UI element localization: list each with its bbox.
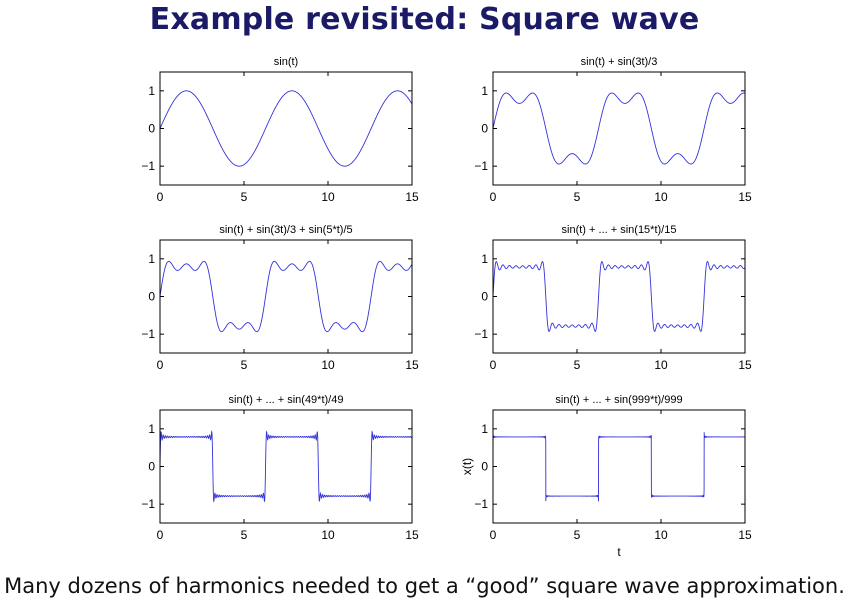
x-tick-label: 15 — [405, 358, 419, 372]
y-tick-label: 0 — [148, 290, 155, 304]
x-tick-label: 0 — [490, 190, 497, 204]
x-tick-label: 5 — [241, 190, 248, 204]
axes-box — [159, 239, 413, 354]
x-tick-label: 5 — [574, 190, 581, 204]
y-tick-label: −1 — [141, 497, 155, 511]
axes-box — [159, 71, 413, 186]
x-tick-label: 0 — [490, 528, 497, 542]
y-tick-label: −1 — [474, 327, 488, 341]
x-tick-label: 10 — [321, 190, 335, 204]
chart-title: sin(t) + sin(3t)/3 — [581, 56, 658, 68]
y-tick-label: 1 — [148, 252, 155, 266]
x-tick-label: 10 — [654, 358, 668, 372]
chart-panel-4: sin(t) + ... + sin(15*t)/15 0 5 10 15 −1 0 1 — [474, 224, 752, 372]
x-tick-label: 5 — [241, 358, 248, 372]
y-tick-label: 0 — [481, 460, 488, 474]
x-tick-label: 15 — [738, 358, 752, 372]
x-tick-label: 15 — [405, 528, 419, 542]
chart-panel-3: sin(t) + sin(3t)/3 + sin(5*t)/5 0 5 10 15 −1 0… — [141, 224, 419, 372]
chart-panel-5: sin(t) + ... + sin(49*t)/49 0 5 10 15 −1 0 1 — [141, 394, 419, 542]
chart-panel-2: sin(t) + sin(3t)/3 0 5 10 15 −1 0 1 — [474, 56, 752, 204]
chart-title: sin(t) + ... + sin(15*t)/15 — [562, 224, 677, 236]
y-tick-label: 1 — [148, 422, 155, 436]
y-tick-label: 0 — [481, 290, 488, 304]
y-tick-label: 0 — [148, 122, 155, 136]
x-tick-label: 5 — [574, 358, 581, 372]
y-tick-label: 0 — [148, 460, 155, 474]
series-line — [493, 432, 745, 502]
series-line — [160, 90, 412, 167]
chart-title: sin(t) + ... + sin(49*t)/49 — [229, 394, 344, 406]
series-line — [160, 429, 412, 503]
x-tick-label: 0 — [490, 358, 497, 372]
x-tick-label: 15 — [738, 528, 752, 542]
x-tick-label: 5 — [574, 528, 581, 542]
axes-box — [492, 71, 746, 186]
series-line — [493, 261, 745, 332]
axes-box — [159, 409, 413, 524]
y-tick-label: 0 — [481, 122, 488, 136]
y-tick-label: −1 — [141, 327, 155, 341]
x-axis-label: t — [617, 545, 621, 559]
chart-title: sin(t) + ... + sin(999*t)/999 — [555, 394, 682, 406]
slide-title: Example revisited: Square wave — [149, 2, 700, 37]
chart-panel-1: sin(t) 0 5 10 15 −1 0 1 — [141, 56, 419, 204]
x-tick-label: 10 — [321, 528, 335, 542]
chart-panel-6: sin(t) + ... + sin(999*t)/999 0 5 10 15 −1 0 1 t… — [460, 394, 752, 559]
axes-box — [492, 239, 746, 354]
x-tick-label: 10 — [654, 528, 668, 542]
y-tick-label: 1 — [481, 422, 488, 436]
y-tick-label: −1 — [474, 497, 488, 511]
y-tick-label: −1 — [141, 159, 155, 173]
axes-box — [492, 409, 746, 524]
series-line — [160, 260, 412, 333]
y-tick-label: 1 — [148, 84, 155, 98]
y-tick-label: −1 — [474, 159, 488, 173]
x-tick-label: 0 — [157, 190, 164, 204]
x-tick-label: 15 — [405, 190, 419, 204]
x-tick-label: 10 — [654, 190, 668, 204]
x-tick-label: 15 — [738, 190, 752, 204]
x-tick-label: 10 — [321, 358, 335, 372]
x-tick-label: 0 — [157, 528, 164, 542]
chart-title: sin(t) — [274, 56, 298, 68]
x-tick-label: 5 — [241, 528, 248, 542]
y-tick-label: 1 — [481, 84, 488, 98]
series-line — [493, 92, 745, 165]
slide-caption: Many dozens of harmonics needed to get a… — [4, 574, 845, 598]
y-axis-label: x(t) — [460, 458, 474, 475]
chart-title: sin(t) + sin(3t)/3 + sin(5*t)/5 — [219, 224, 352, 236]
x-tick-label: 0 — [157, 358, 164, 372]
y-tick-label: 1 — [481, 252, 488, 266]
